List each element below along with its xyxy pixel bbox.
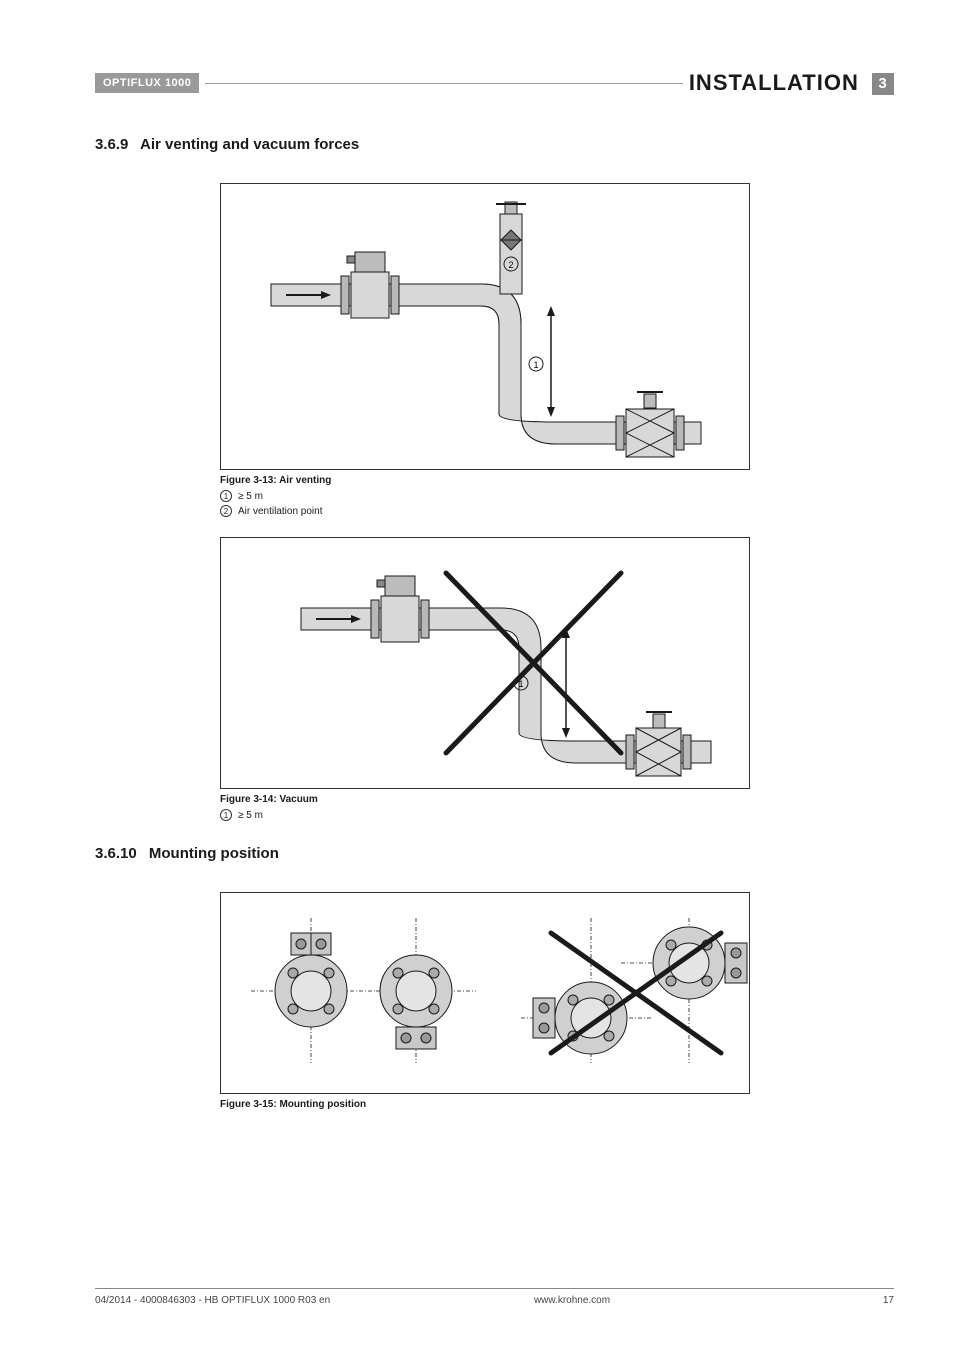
figure-caption: Figure 3-13: Air venting	[220, 475, 894, 486]
section-title: Air venting and vacuum forces	[140, 136, 359, 153]
figure-notes: 1 ≥ 5 m 2 Air ventilation point	[220, 489, 894, 519]
footer-docid: 04/2014 - 4000846303 - HB OPTIFLUX 1000 …	[95, 1295, 444, 1306]
note-text: ≥ 5 m	[238, 491, 263, 502]
product-badge: OPTIFLUX 1000	[95, 73, 199, 93]
section-title: Mounting position	[149, 845, 279, 862]
page-header: OPTIFLUX 1000 INSTALLATION 3	[95, 70, 894, 96]
diagram-vacuum: 1	[221, 538, 751, 783]
footer-url: www.krohne.com	[444, 1295, 883, 1306]
page-footer: 04/2014 - 4000846303 - HB OPTIFLUX 1000 …	[95, 1288, 894, 1306]
figure-air-venting: 2 1 Figure 3-13: Air venting 1 ≥ 5 m 2 Air…	[220, 183, 894, 519]
section-number: 3.6.9	[95, 136, 128, 153]
diagram-mounting-position	[221, 893, 751, 1088]
figure-box: 1	[220, 537, 750, 789]
note-text: Air ventilation point	[238, 506, 323, 517]
svg-text:1: 1	[533, 360, 538, 370]
note-number-icon: 1	[220, 490, 232, 502]
chapter-title: INSTALLATION 3	[689, 70, 894, 96]
figure-mounting-position: Figure 3-15: Mounting position	[220, 892, 894, 1110]
figure-caption: Figure 3-15: Mounting position	[220, 1099, 894, 1110]
note-number-icon: 1	[220, 809, 232, 821]
section-heading-mounting: 3.6.10 Mounting position	[95, 845, 894, 862]
note-number-icon: 2	[220, 505, 232, 517]
chapter-number-badge: 3	[872, 73, 894, 95]
note-text: ≥ 5 m	[238, 810, 263, 821]
figure-notes: 1 ≥ 5 m	[220, 808, 894, 823]
diagram-air-venting: 2 1	[221, 184, 751, 464]
figure-vacuum: 1 Figure 3-14: Vacuum 1 ≥ 5 m	[220, 537, 894, 823]
section-heading-air-venting: 3.6.9 Air venting and vacuum forces	[95, 136, 894, 153]
note-row: 1 ≥ 5 m	[220, 489, 894, 504]
figure-box	[220, 892, 750, 1094]
header-rule	[205, 83, 682, 84]
note-row: 1 ≥ 5 m	[220, 808, 894, 823]
svg-text:2: 2	[508, 260, 513, 270]
chapter-title-text: INSTALLATION	[689, 70, 859, 95]
figure-caption: Figure 3-14: Vacuum	[220, 794, 894, 805]
note-row: 2 Air ventilation point	[220, 504, 894, 519]
figure-box: 2 1	[220, 183, 750, 470]
section-number: 3.6.10	[95, 845, 137, 862]
footer-pagenum: 17	[883, 1295, 894, 1306]
